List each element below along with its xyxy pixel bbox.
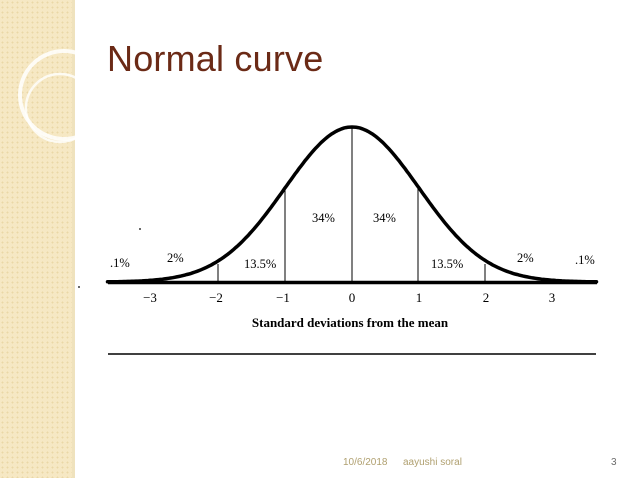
- region-labels: .1% 2% 13.5% 34% 34% 13.5% 2% .1%: [110, 211, 595, 271]
- region-label: 34%: [312, 211, 335, 225]
- bell-curve: [105, 125, 599, 284]
- region-label: .1%: [575, 253, 595, 267]
- footer-page-number: 3: [611, 457, 617, 468]
- stray-dot: [139, 228, 141, 230]
- decorative-side-band: [0, 0, 72, 478]
- region-label: 13.5%: [244, 257, 276, 271]
- tick-label: 2: [483, 290, 490, 305]
- footer-author: aayushi soral: [403, 457, 462, 468]
- decor-circle-inner: [24, 72, 96, 144]
- tick-label: 1: [416, 290, 423, 305]
- region-label: 2%: [167, 251, 184, 265]
- footer-date: 10/6/2018: [343, 457, 388, 468]
- tick-label: −2: [209, 290, 223, 305]
- tick-label: −1: [276, 290, 290, 305]
- region-label: .1%: [110, 256, 130, 270]
- side-band-edge: [72, 0, 75, 478]
- tick-label: 0: [349, 290, 356, 305]
- tick-label: −3: [143, 290, 157, 305]
- stray-dot: [78, 286, 80, 288]
- region-label: 34%: [373, 211, 396, 225]
- tick-label: 3: [549, 290, 556, 305]
- tick-labels: −3 −2 −1 0 1 2 3: [143, 290, 555, 305]
- decor-circle-outer: [18, 49, 110, 141]
- slide-title: Normal curve: [107, 38, 324, 79]
- region-label: 2%: [517, 251, 534, 265]
- decorative-circles: [18, 49, 110, 144]
- divider-lines: [217, 127, 486, 282]
- region-label: 13.5%: [431, 257, 463, 271]
- axis-caption: Standard deviations from the mean: [252, 315, 449, 330]
